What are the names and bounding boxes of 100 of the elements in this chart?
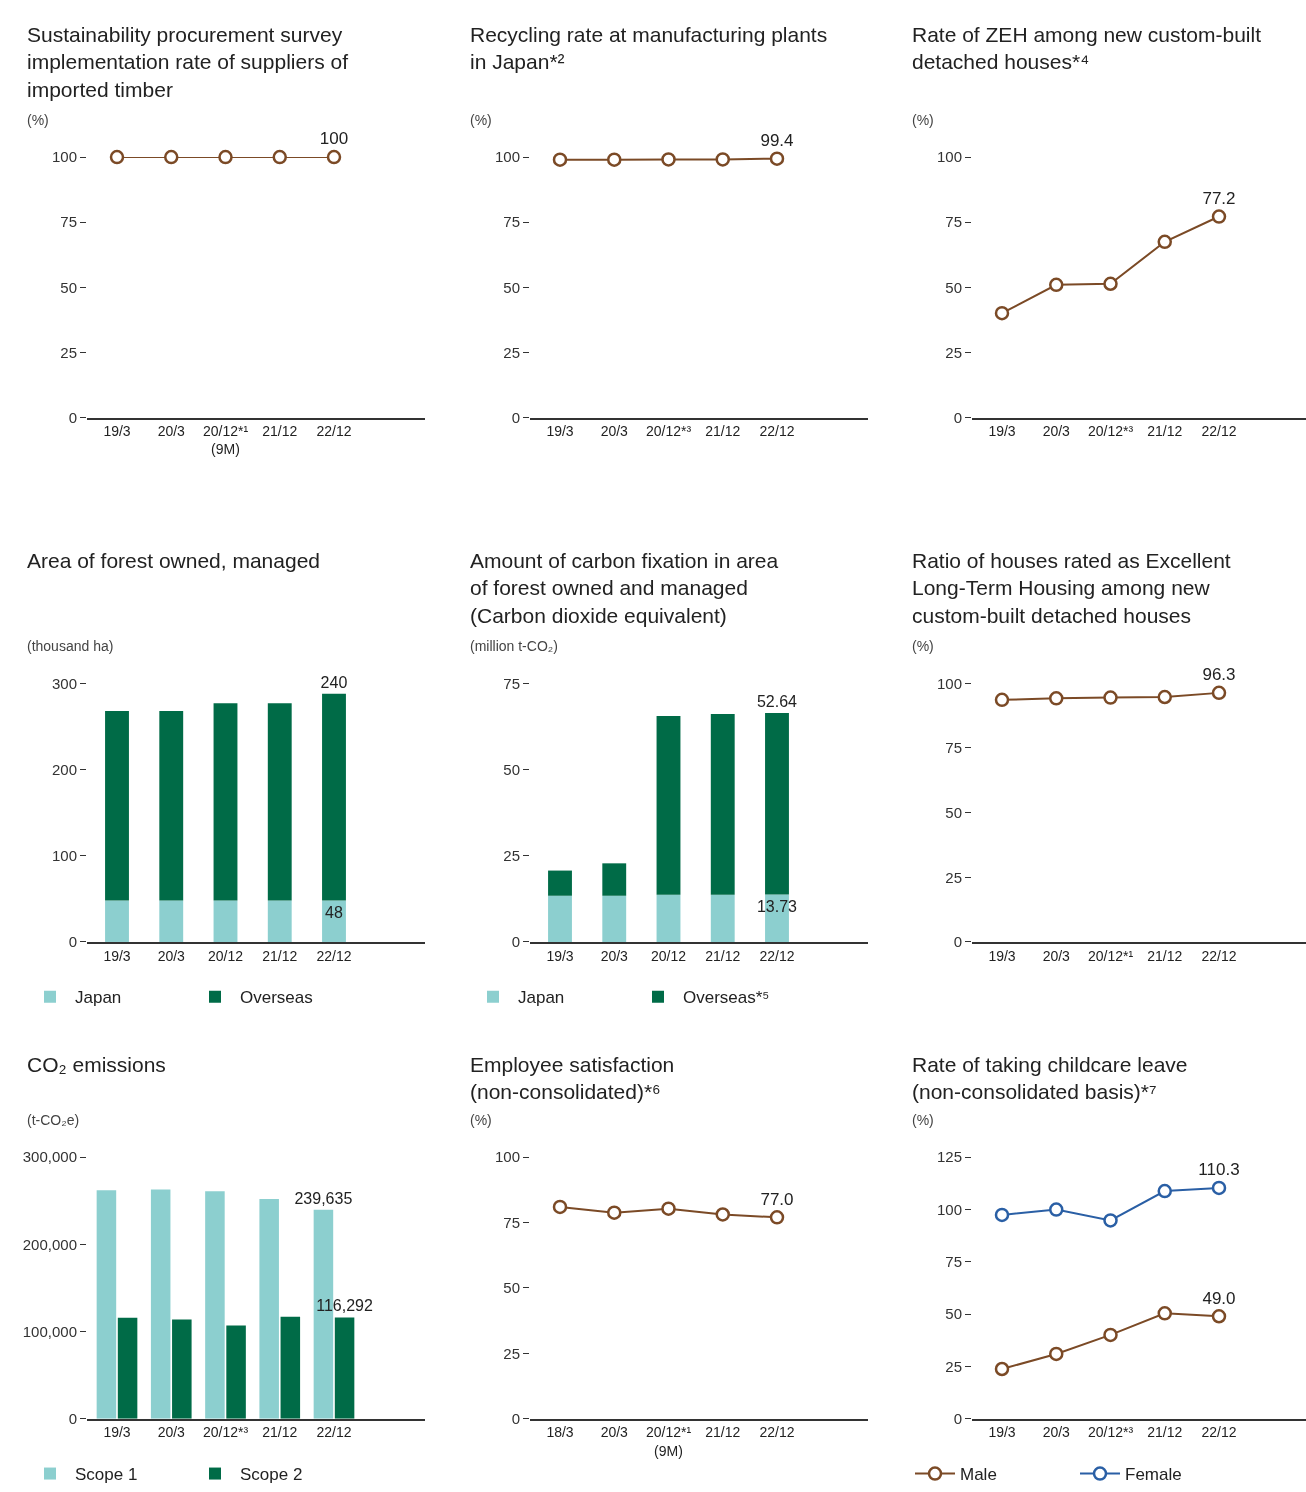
bar <box>213 703 238 901</box>
point <box>1103 690 1118 705</box>
y-axis-title: (thousand ha) <box>27 638 114 654</box>
x-tick-label: 20/12*³ <box>1087 1424 1134 1441</box>
bar <box>150 1189 171 1419</box>
point <box>1049 691 1064 706</box>
data-label: 116,292 <box>316 1297 373 1315</box>
chart-title: Recycling rate at manufacturing plants in Japan*² <box>470 23 828 74</box>
y-axis-title: (%) <box>470 1112 492 1128</box>
x-tick-label: 19/3 <box>546 423 574 440</box>
bar <box>159 710 184 901</box>
y-tick-label: 25 <box>945 868 962 886</box>
y-tick-label: 0 <box>953 1410 962 1428</box>
chart-title: Area of forest owned, managed <box>27 549 321 572</box>
x-tick-label: 21/12 <box>705 423 741 440</box>
y-tick-label: 25 <box>503 846 520 864</box>
y-tick-label: 125 <box>936 1148 962 1166</box>
y-tick-label: 25 <box>60 343 77 361</box>
y-tick-label: 75 <box>503 213 520 231</box>
data-label: 52.64 <box>756 693 798 711</box>
x-tick-label: 22/12 <box>316 947 352 964</box>
y-tick-label: 100 <box>936 148 962 166</box>
y-tick-label: 25 <box>945 343 962 361</box>
data-label: 239,635 <box>294 1189 353 1207</box>
chart-title: Rate of taking childcare leave (non-consolidated basis)*⁷ <box>912 1053 1188 1104</box>
y-tick-label: 100 <box>494 1148 520 1166</box>
data-label: 99.4 <box>760 130 794 150</box>
x-tick-label: 20/12*¹ (9M) <box>202 423 249 458</box>
x-tick-label: 20/3 <box>1042 1424 1071 1441</box>
point <box>1211 209 1227 224</box>
legend-label: Scope 1 <box>75 1465 138 1485</box>
legend-label: Overseas*⁵ <box>683 988 770 1008</box>
y-tick-label: 100 <box>51 846 77 864</box>
x-tick-label: 20/12*¹ <box>1087 947 1134 964</box>
x-tick-label: 19/3 <box>546 947 574 964</box>
x-tick-label: 19/3 <box>103 423 131 440</box>
y-axis-title: (%) <box>912 638 934 654</box>
x-tick-label: 21/12 <box>705 1424 741 1441</box>
chart-title: Amount of carbon fixation in area of forest owned and managed (Carbon dioxide equivalent) <box>470 549 779 627</box>
data-label: 100 <box>319 129 349 149</box>
bar <box>259 1199 279 1419</box>
y-tick-label: 100 <box>51 148 77 166</box>
y-tick-label: 0 <box>953 933 962 951</box>
y-tick-label: 300,000 <box>22 1148 77 1166</box>
point <box>1157 689 1172 705</box>
x-tick-label: 20/12*³ <box>202 1424 249 1441</box>
chart-title: Rate of ZEH among new custom-built detached houses*⁴ <box>912 23 1262 74</box>
bar <box>213 900 238 942</box>
y-tick-label: 300 <box>51 674 77 692</box>
x-tick-label: 20/12*¹ (9M) <box>645 1424 692 1459</box>
x-tick-label: 20/12 <box>650 947 687 964</box>
bar <box>765 713 789 895</box>
bar <box>172 1319 192 1419</box>
point <box>1211 685 1227 701</box>
bar <box>656 894 681 942</box>
bar <box>267 900 292 942</box>
x-tick-label: 22/12 <box>1201 947 1237 964</box>
bar <box>159 900 184 942</box>
point <box>1157 234 1172 250</box>
point <box>994 305 1010 321</box>
point <box>1049 277 1064 293</box>
y-tick-label: 200 <box>51 760 77 778</box>
data-label: 96.3 <box>1202 665 1236 685</box>
bar <box>656 716 681 895</box>
legend-label: Female <box>1125 1465 1182 1485</box>
x-tick-label: 22/12 <box>759 947 795 964</box>
data-label: 240 <box>320 673 348 691</box>
chart-title: Employee satisfaction (non-consolidated)*⁶ <box>470 1053 675 1104</box>
chart-title: Ratio of houses rated as Excellent Long-Term Housing among new custom-built detached houses <box>912 549 1231 627</box>
bar <box>602 895 627 942</box>
y-tick-label: 50 <box>503 278 520 296</box>
legend-label: Overseas <box>240 988 313 1008</box>
x-tick-label: 19/3 <box>103 947 131 964</box>
y-tick-label: 75 <box>503 674 520 692</box>
y-tick-label: 50 <box>945 803 962 821</box>
x-tick-label: 20/3 <box>1042 423 1071 440</box>
bar <box>105 710 129 901</box>
point <box>1103 1213 1118 1228</box>
y-tick-label: 200,000 <box>22 1235 77 1253</box>
y-tick-label: 100 <box>936 1200 962 1218</box>
x-tick-label: 20/3 <box>600 947 629 964</box>
point <box>552 1199 568 1215</box>
x-tick-label: 20/3 <box>157 1424 186 1441</box>
point <box>1211 1180 1227 1196</box>
bar <box>334 1317 355 1419</box>
y-tick-label: 0 <box>68 408 77 426</box>
x-tick-label: 22/12 <box>759 423 795 440</box>
data-label: 49.0 <box>1202 1288 1236 1308</box>
x-tick-label: 19/3 <box>988 423 1016 440</box>
x-tick-label: 19/3 <box>103 1424 131 1441</box>
x-tick-label: 20/12*³ <box>1087 423 1134 440</box>
y-axis-title: (%) <box>27 112 49 128</box>
x-tick-label: 21/12 <box>1147 947 1183 964</box>
point <box>769 1210 785 1225</box>
y-tick-label: 100,000 <box>22 1322 77 1340</box>
bar <box>226 1325 246 1419</box>
y-tick-label: 100 <box>936 674 962 692</box>
x-tick-label: 21/12 <box>262 423 298 440</box>
point <box>661 1201 676 1216</box>
x-tick-label: 19/3 <box>988 1424 1016 1441</box>
